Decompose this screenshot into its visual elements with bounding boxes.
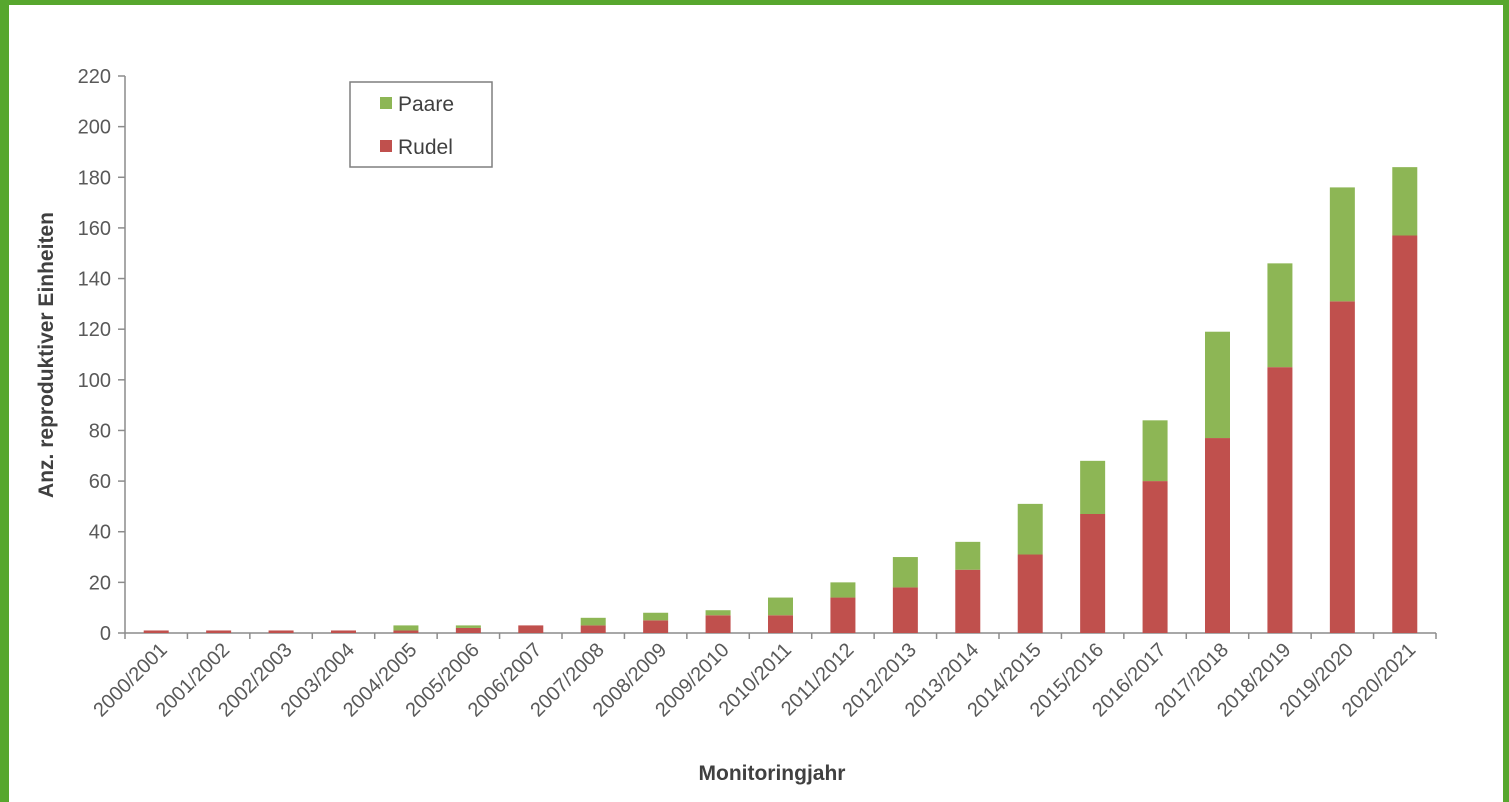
bar-paare bbox=[830, 582, 856, 598]
y-tick-label: 80 bbox=[89, 420, 111, 442]
y-tick-label: 0 bbox=[100, 623, 111, 645]
bar-rudel bbox=[1142, 481, 1168, 633]
bar-paare bbox=[1080, 460, 1106, 515]
bar-paare bbox=[1392, 167, 1418, 236]
bar-paare bbox=[705, 610, 731, 616]
y-axis-title: Anz. reproduktiver Einheiten bbox=[35, 212, 58, 498]
bar-rudel bbox=[1017, 554, 1043, 633]
bar-rudel bbox=[268, 630, 294, 633]
bar-paare bbox=[1267, 263, 1293, 368]
bar-paare bbox=[1205, 331, 1230, 439]
legend-swatch-rudel bbox=[380, 140, 392, 152]
y-tick-label: 140 bbox=[78, 269, 111, 291]
bar-rudel bbox=[206, 630, 232, 633]
bar-paare bbox=[1329, 187, 1355, 302]
y-tick-label: 160 bbox=[78, 218, 111, 240]
bar-paare bbox=[643, 612, 669, 621]
bar-paare bbox=[892, 557, 918, 588]
y-tick-label: 220 bbox=[78, 66, 111, 88]
legend-box bbox=[349, 81, 493, 168]
y-tick-label: 100 bbox=[78, 370, 111, 392]
bar-rudel bbox=[1205, 438, 1230, 633]
bar-rudel bbox=[393, 630, 419, 633]
bar-paare bbox=[580, 617, 606, 626]
x-axis: 2000/20012001/20022002/20032003/20042004… bbox=[89, 632, 1437, 721]
bar-rudel bbox=[518, 625, 544, 633]
bar-rudel bbox=[768, 615, 793, 633]
bar-paare bbox=[455, 625, 481, 628]
y-tick-label: 20 bbox=[89, 572, 111, 594]
bar-paare bbox=[1142, 420, 1168, 482]
bar-rudel bbox=[331, 630, 356, 633]
bar-paare bbox=[768, 597, 793, 616]
legend-label-paare: Paare bbox=[398, 93, 454, 116]
bar-rudel bbox=[580, 625, 606, 633]
y-axis: 0 20 40 60 80 100 120 140 160 180 200 220 bbox=[78, 66, 126, 645]
bar-rudel bbox=[1267, 367, 1293, 633]
bars bbox=[143, 167, 1418, 633]
y-tick-label: 60 bbox=[89, 471, 111, 493]
legend-label-rudel: Rudel bbox=[398, 136, 453, 159]
bar-rudel bbox=[455, 627, 481, 633]
y-tick-label: 200 bbox=[78, 117, 111, 139]
bar-rudel bbox=[705, 615, 731, 633]
bar-rudel bbox=[1080, 514, 1106, 633]
y-tick-label: 120 bbox=[78, 319, 111, 341]
bar-paare bbox=[955, 541, 981, 570]
bar-rudel bbox=[892, 587, 918, 633]
legend: Paare Rudel bbox=[349, 81, 493, 168]
bar-paare bbox=[393, 625, 419, 631]
y-tick-label: 180 bbox=[78, 167, 111, 189]
bar-rudel bbox=[830, 597, 856, 633]
bar-rudel bbox=[1329, 301, 1355, 633]
bar-rudel bbox=[1392, 235, 1418, 633]
bar-rudel bbox=[143, 630, 169, 633]
x-axis-title: Monitoringjahr bbox=[699, 762, 846, 785]
bar-paare bbox=[1017, 503, 1043, 555]
bar-rudel bbox=[643, 620, 669, 633]
legend-swatch-paare bbox=[380, 97, 392, 109]
bar-rudel bbox=[955, 569, 981, 633]
y-tick-label: 40 bbox=[89, 522, 111, 544]
